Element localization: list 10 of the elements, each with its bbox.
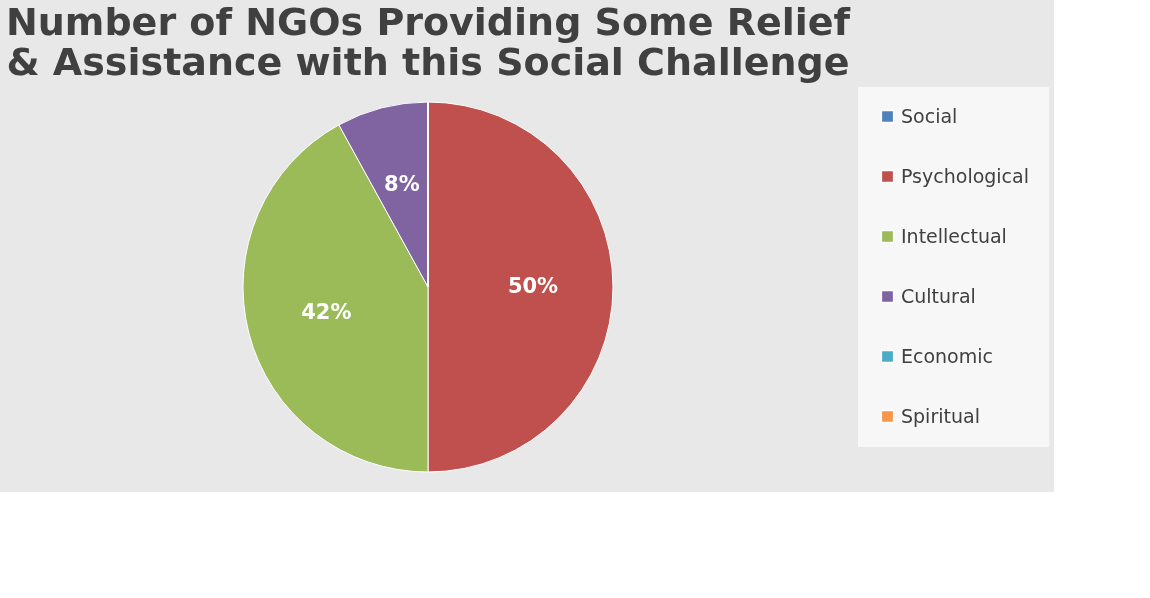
legend-label: Social	[901, 104, 958, 127]
legend-label: Spiritual	[901, 404, 980, 427]
data-label: 50%	[507, 274, 559, 298]
chart-title: Number of NGOs Providing Some Relief & Assistance with this Social Challenge	[5, 0, 851, 84]
data-label: 42%	[301, 300, 352, 325]
legend-label: Cultural	[901, 284, 976, 307]
legend-label: Economic	[901, 344, 993, 367]
legend-label: Psychological	[901, 164, 1029, 187]
data-label: 8%	[384, 172, 420, 197]
legend-label: Intellectual	[901, 224, 1007, 247]
